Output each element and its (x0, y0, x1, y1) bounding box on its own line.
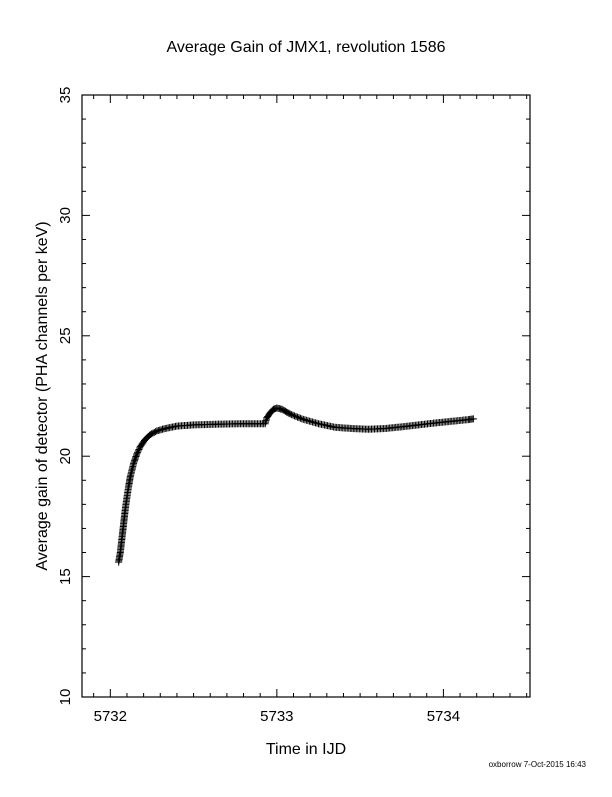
data-point (292, 412, 300, 420)
plot-frame (81, 94, 531, 698)
data-point (295, 414, 303, 422)
data-point (289, 411, 297, 419)
y-tick-label: 20 (57, 448, 74, 465)
footer-credit: oxborrow 7-Oct-2015 16:43 (489, 760, 587, 769)
data-point (291, 412, 299, 420)
y-axis-ticks: 10 15 20 25 30 35 (57, 87, 530, 706)
chart-title: Average Gain of JMX1, revolution 1586 (167, 39, 446, 56)
y-tick-label: 35 (57, 87, 74, 104)
data-series (115, 404, 477, 566)
y-tick-label: 15 (57, 568, 74, 585)
y-tick-label: 25 (57, 327, 74, 344)
y-tick-label: 30 (57, 207, 74, 224)
x-tick-label: 5734 (427, 708, 460, 725)
x-axis-ticks: 5732 5733 5734 (93, 95, 528, 725)
data-point (134, 447, 142, 455)
data-point (469, 415, 477, 423)
x-tick-label: 5733 (260, 708, 293, 725)
y-axis-label: Average gain of detector (PHA channels p… (34, 221, 51, 570)
data-point (135, 445, 143, 453)
data-point (293, 413, 301, 421)
x-tick-label: 5732 (94, 708, 127, 725)
data-point (296, 414, 304, 422)
data-point (134, 448, 142, 456)
x-axis-label: Time in IJD (266, 741, 346, 758)
y-tick-label: 10 (57, 689, 74, 706)
data-point (288, 411, 296, 419)
data-point (133, 450, 141, 458)
data-point (286, 410, 294, 418)
